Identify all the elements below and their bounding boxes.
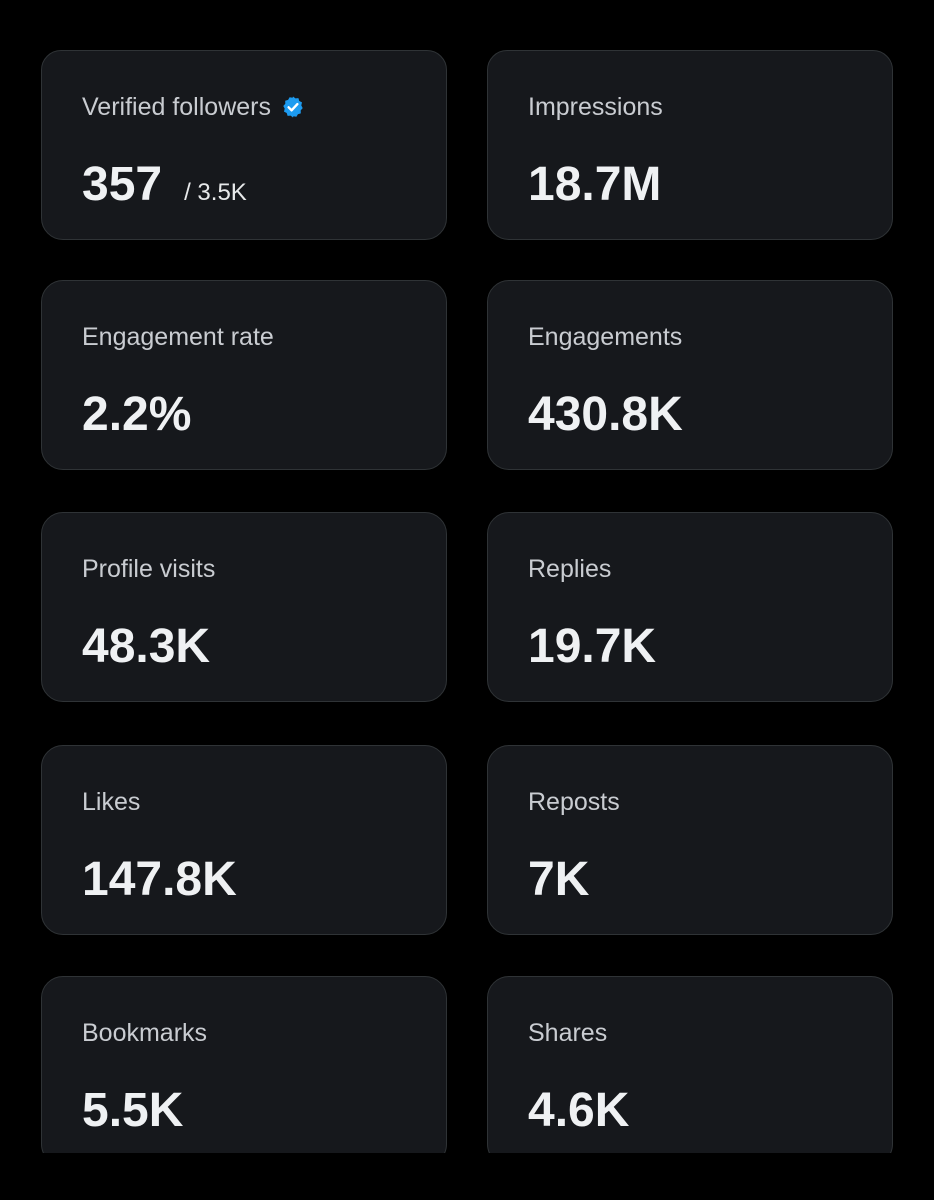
metric-label: Verified followers [82, 91, 305, 123]
metric-value: 5.5K [82, 1084, 184, 1137]
metric-card-bookmarks[interactable]: Bookmarks 5.5K [41, 976, 447, 1153]
metric-label: Reposts [528, 788, 620, 816]
metric-label: Engagement rate [82, 323, 274, 351]
verified-badge-icon [281, 95, 305, 119]
metric-value: 19.7K [528, 620, 657, 673]
metric-value: 2.2% [82, 388, 192, 441]
metric-value: 147.8K [82, 853, 237, 906]
metric-label-text: Verified followers [82, 93, 271, 121]
metric-card-profile-visits[interactable]: Profile visits 48.3K [41, 512, 447, 702]
metric-value: 430.8K [528, 388, 683, 441]
metric-label: Profile visits [82, 555, 216, 583]
metric-value-number: 357 [82, 158, 163, 211]
metric-value: 4.6K [528, 1084, 630, 1137]
metric-label: Engagements [528, 323, 683, 351]
metric-card-reposts[interactable]: Reposts 7K [487, 745, 893, 935]
metric-label: Impressions [528, 93, 663, 121]
metric-card-engagements[interactable]: Engagements 430.8K [487, 280, 893, 470]
metric-label: Bookmarks [82, 1019, 208, 1047]
metric-card-verified-followers[interactable]: Verified followers 357 / 3.5K [41, 50, 447, 240]
metric-label: Replies [528, 555, 612, 583]
metric-value-total: / 3.5K [184, 179, 247, 206]
metric-value: 48.3K [82, 620, 211, 673]
metrics-grid: Verified followers 357 / 3.5K Impression… [41, 50, 893, 1153]
metric-value: 18.7M [528, 158, 662, 211]
metric-label: Likes [82, 788, 141, 816]
metric-value: 357 / 3.5K [82, 157, 247, 221]
metric-card-shares[interactable]: Shares 4.6K [487, 976, 893, 1153]
metric-card-impressions[interactable]: Impressions 18.7M [487, 50, 893, 240]
metric-card-likes[interactable]: Likes 147.8K [41, 745, 447, 935]
metric-card-engagement-rate[interactable]: Engagement rate 2.2% [41, 280, 447, 470]
metric-label: Shares [528, 1019, 608, 1047]
metric-value: 7K [528, 853, 590, 906]
metric-card-replies[interactable]: Replies 19.7K [487, 512, 893, 702]
